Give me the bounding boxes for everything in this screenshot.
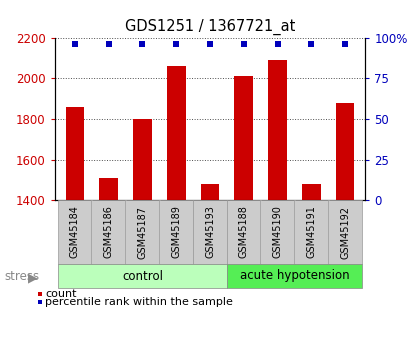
Text: GSM45188: GSM45188 xyxy=(239,206,249,258)
Text: percentile rank within the sample: percentile rank within the sample xyxy=(45,297,233,307)
Text: control: control xyxy=(122,269,163,283)
Text: GSM45187: GSM45187 xyxy=(137,206,147,258)
Text: GSM45191: GSM45191 xyxy=(306,206,316,258)
Text: GSM45190: GSM45190 xyxy=(273,206,283,258)
Bar xyxy=(336,103,354,200)
Bar xyxy=(133,119,152,200)
Text: ▶: ▶ xyxy=(28,271,38,284)
Text: GSM45186: GSM45186 xyxy=(104,206,114,258)
Text: GSM45184: GSM45184 xyxy=(70,206,80,258)
Bar xyxy=(100,178,118,200)
Bar xyxy=(201,184,219,200)
Bar xyxy=(167,66,186,200)
Bar xyxy=(268,60,287,200)
Text: acute hypotension: acute hypotension xyxy=(240,269,349,283)
Text: stress: stress xyxy=(4,269,39,283)
Bar xyxy=(302,184,320,200)
Text: GSM45192: GSM45192 xyxy=(340,206,350,258)
Text: GSM45193: GSM45193 xyxy=(205,206,215,258)
Text: GSM45189: GSM45189 xyxy=(171,206,181,258)
Bar xyxy=(234,77,253,200)
Bar xyxy=(66,107,84,200)
Title: GDS1251 / 1367721_at: GDS1251 / 1367721_at xyxy=(125,19,295,35)
Text: count: count xyxy=(45,289,77,299)
